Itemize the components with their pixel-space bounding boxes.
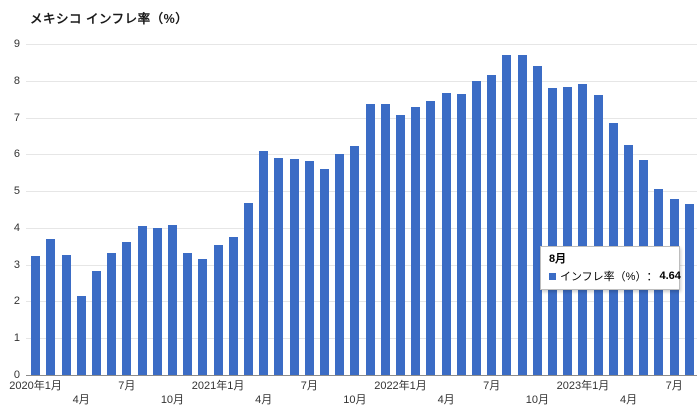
chart-title: メキシコ インフレ率（%） bbox=[30, 12, 189, 26]
gridline bbox=[26, 80, 697, 82]
bar[interactable] bbox=[487, 75, 497, 375]
x-axis-tick-label: 10月 bbox=[525, 394, 549, 406]
x-axis-tick-label: 7月 bbox=[665, 380, 683, 392]
bar[interactable] bbox=[289, 158, 299, 375]
y-axis-tick-label: 7 bbox=[13, 111, 20, 124]
bar[interactable] bbox=[472, 81, 482, 375]
x-axis-tick-label: 7月 bbox=[118, 380, 136, 392]
bar[interactable] bbox=[441, 92, 451, 375]
y-axis-tick-label: 5 bbox=[13, 185, 20, 198]
x-axis-tick-label: 2023年1月 bbox=[556, 380, 610, 392]
x-axis-tick-label: 4月 bbox=[437, 394, 455, 406]
bar[interactable] bbox=[593, 94, 603, 375]
bar[interactable] bbox=[411, 107, 421, 375]
bar[interactable] bbox=[456, 93, 466, 375]
bar[interactable] bbox=[259, 151, 269, 375]
gridline bbox=[26, 44, 697, 45]
bar[interactable] bbox=[350, 145, 360, 375]
bar[interactable] bbox=[213, 244, 223, 375]
gridline bbox=[26, 227, 697, 229]
gridline bbox=[26, 264, 697, 266]
bar[interactable] bbox=[517, 55, 527, 375]
x-axis-tick-label: 10月 bbox=[160, 394, 185, 406]
gridline bbox=[26, 154, 697, 156]
bar[interactable] bbox=[304, 161, 314, 375]
x-axis-tick-label: 4月 bbox=[620, 394, 638, 406]
x-axis-tick-label: 7月 bbox=[483, 380, 501, 392]
bar[interactable] bbox=[122, 241, 132, 375]
x-axis-tick-label: 7月 bbox=[300, 380, 318, 392]
bar[interactable] bbox=[183, 252, 193, 375]
bar[interactable] bbox=[107, 252, 117, 375]
bar[interactable] bbox=[76, 295, 86, 375]
bar[interactable] bbox=[426, 101, 436, 375]
bar[interactable] bbox=[46, 238, 56, 375]
bar[interactable] bbox=[167, 224, 177, 375]
y-axis-tick-label: 8 bbox=[13, 74, 20, 87]
bar[interactable] bbox=[502, 55, 512, 375]
gridline bbox=[26, 301, 697, 303]
bar[interactable] bbox=[61, 255, 71, 375]
tooltip: 8月 インフレ率（%） ： 4.64 bbox=[540, 246, 681, 290]
x-axis-tick-label: 2021年1月 bbox=[191, 380, 245, 392]
series-color-swatch-icon bbox=[549, 272, 556, 280]
bar[interactable] bbox=[243, 203, 253, 375]
x-axis-tick-label: 10月 bbox=[343, 394, 367, 406]
y-axis-tick-label: 0 bbox=[13, 369, 20, 381]
gridline bbox=[26, 191, 697, 193]
tooltip-separator: ： bbox=[646, 271, 658, 283]
bar[interactable] bbox=[31, 255, 41, 375]
bar[interactable] bbox=[532, 65, 542, 375]
bar[interactable] bbox=[365, 103, 375, 375]
x-axis-tick-label: 2020年1月 bbox=[9, 380, 62, 392]
bar[interactable] bbox=[198, 259, 208, 375]
bar[interactable] bbox=[380, 104, 390, 375]
bar[interactable] bbox=[91, 270, 101, 375]
bar[interactable] bbox=[335, 154, 345, 375]
y-axis-tick-label: 2 bbox=[13, 295, 20, 308]
y-axis-tick-label: 6 bbox=[13, 148, 20, 161]
y-axis-tick-label: 1 bbox=[13, 332, 20, 345]
tooltip-series-label: インフレ率（%） bbox=[560, 271, 647, 283]
x-axis-tick-label: 2022年1月 bbox=[374, 380, 427, 392]
bar[interactable] bbox=[228, 236, 238, 375]
x-axis-tick-label: 4月 bbox=[72, 394, 90, 406]
gridline bbox=[26, 338, 697, 340]
y-axis-tick-label: 9 bbox=[13, 38, 20, 50]
bar[interactable] bbox=[578, 84, 588, 375]
bar[interactable] bbox=[396, 114, 405, 375]
x-axis-line bbox=[26, 375, 697, 376]
bar[interactable] bbox=[563, 87, 573, 375]
y-axis-tick-label: 3 bbox=[13, 258, 20, 271]
tooltip-value: 4.64 bbox=[659, 270, 681, 282]
gridline bbox=[26, 117, 697, 119]
bar[interactable] bbox=[152, 227, 162, 375]
bar[interactable] bbox=[548, 88, 558, 375]
bar[interactable] bbox=[319, 169, 329, 375]
bar[interactable] bbox=[137, 226, 147, 375]
x-axis-tick-label: 4月 bbox=[255, 394, 273, 406]
bar[interactable] bbox=[274, 158, 284, 375]
tooltip-month-label: 8月 bbox=[549, 253, 567, 265]
bar[interactable] bbox=[684, 204, 694, 375]
y-axis-tick-label: 4 bbox=[13, 221, 20, 234]
